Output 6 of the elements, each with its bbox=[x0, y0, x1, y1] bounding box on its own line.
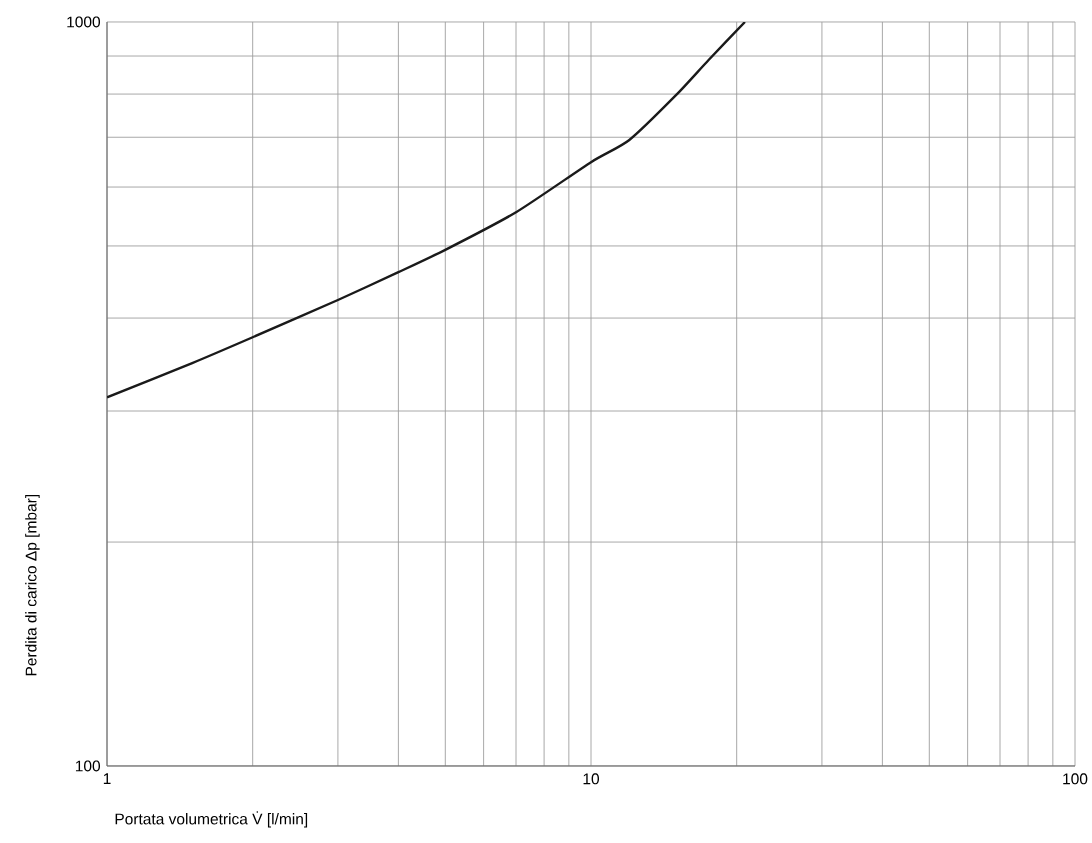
x-axis-title: Portata volumetrica V̇ [l/min] bbox=[115, 811, 308, 828]
y-axis-title: Perdita di carico Δp [mbar] bbox=[25, 495, 40, 676]
y-tick-label: 1000 bbox=[67, 16, 101, 28]
x-tick-label: 1 bbox=[103, 773, 111, 785]
x-tick-label: 10 bbox=[583, 773, 600, 785]
x-tick-label: 100 bbox=[1063, 773, 1088, 785]
